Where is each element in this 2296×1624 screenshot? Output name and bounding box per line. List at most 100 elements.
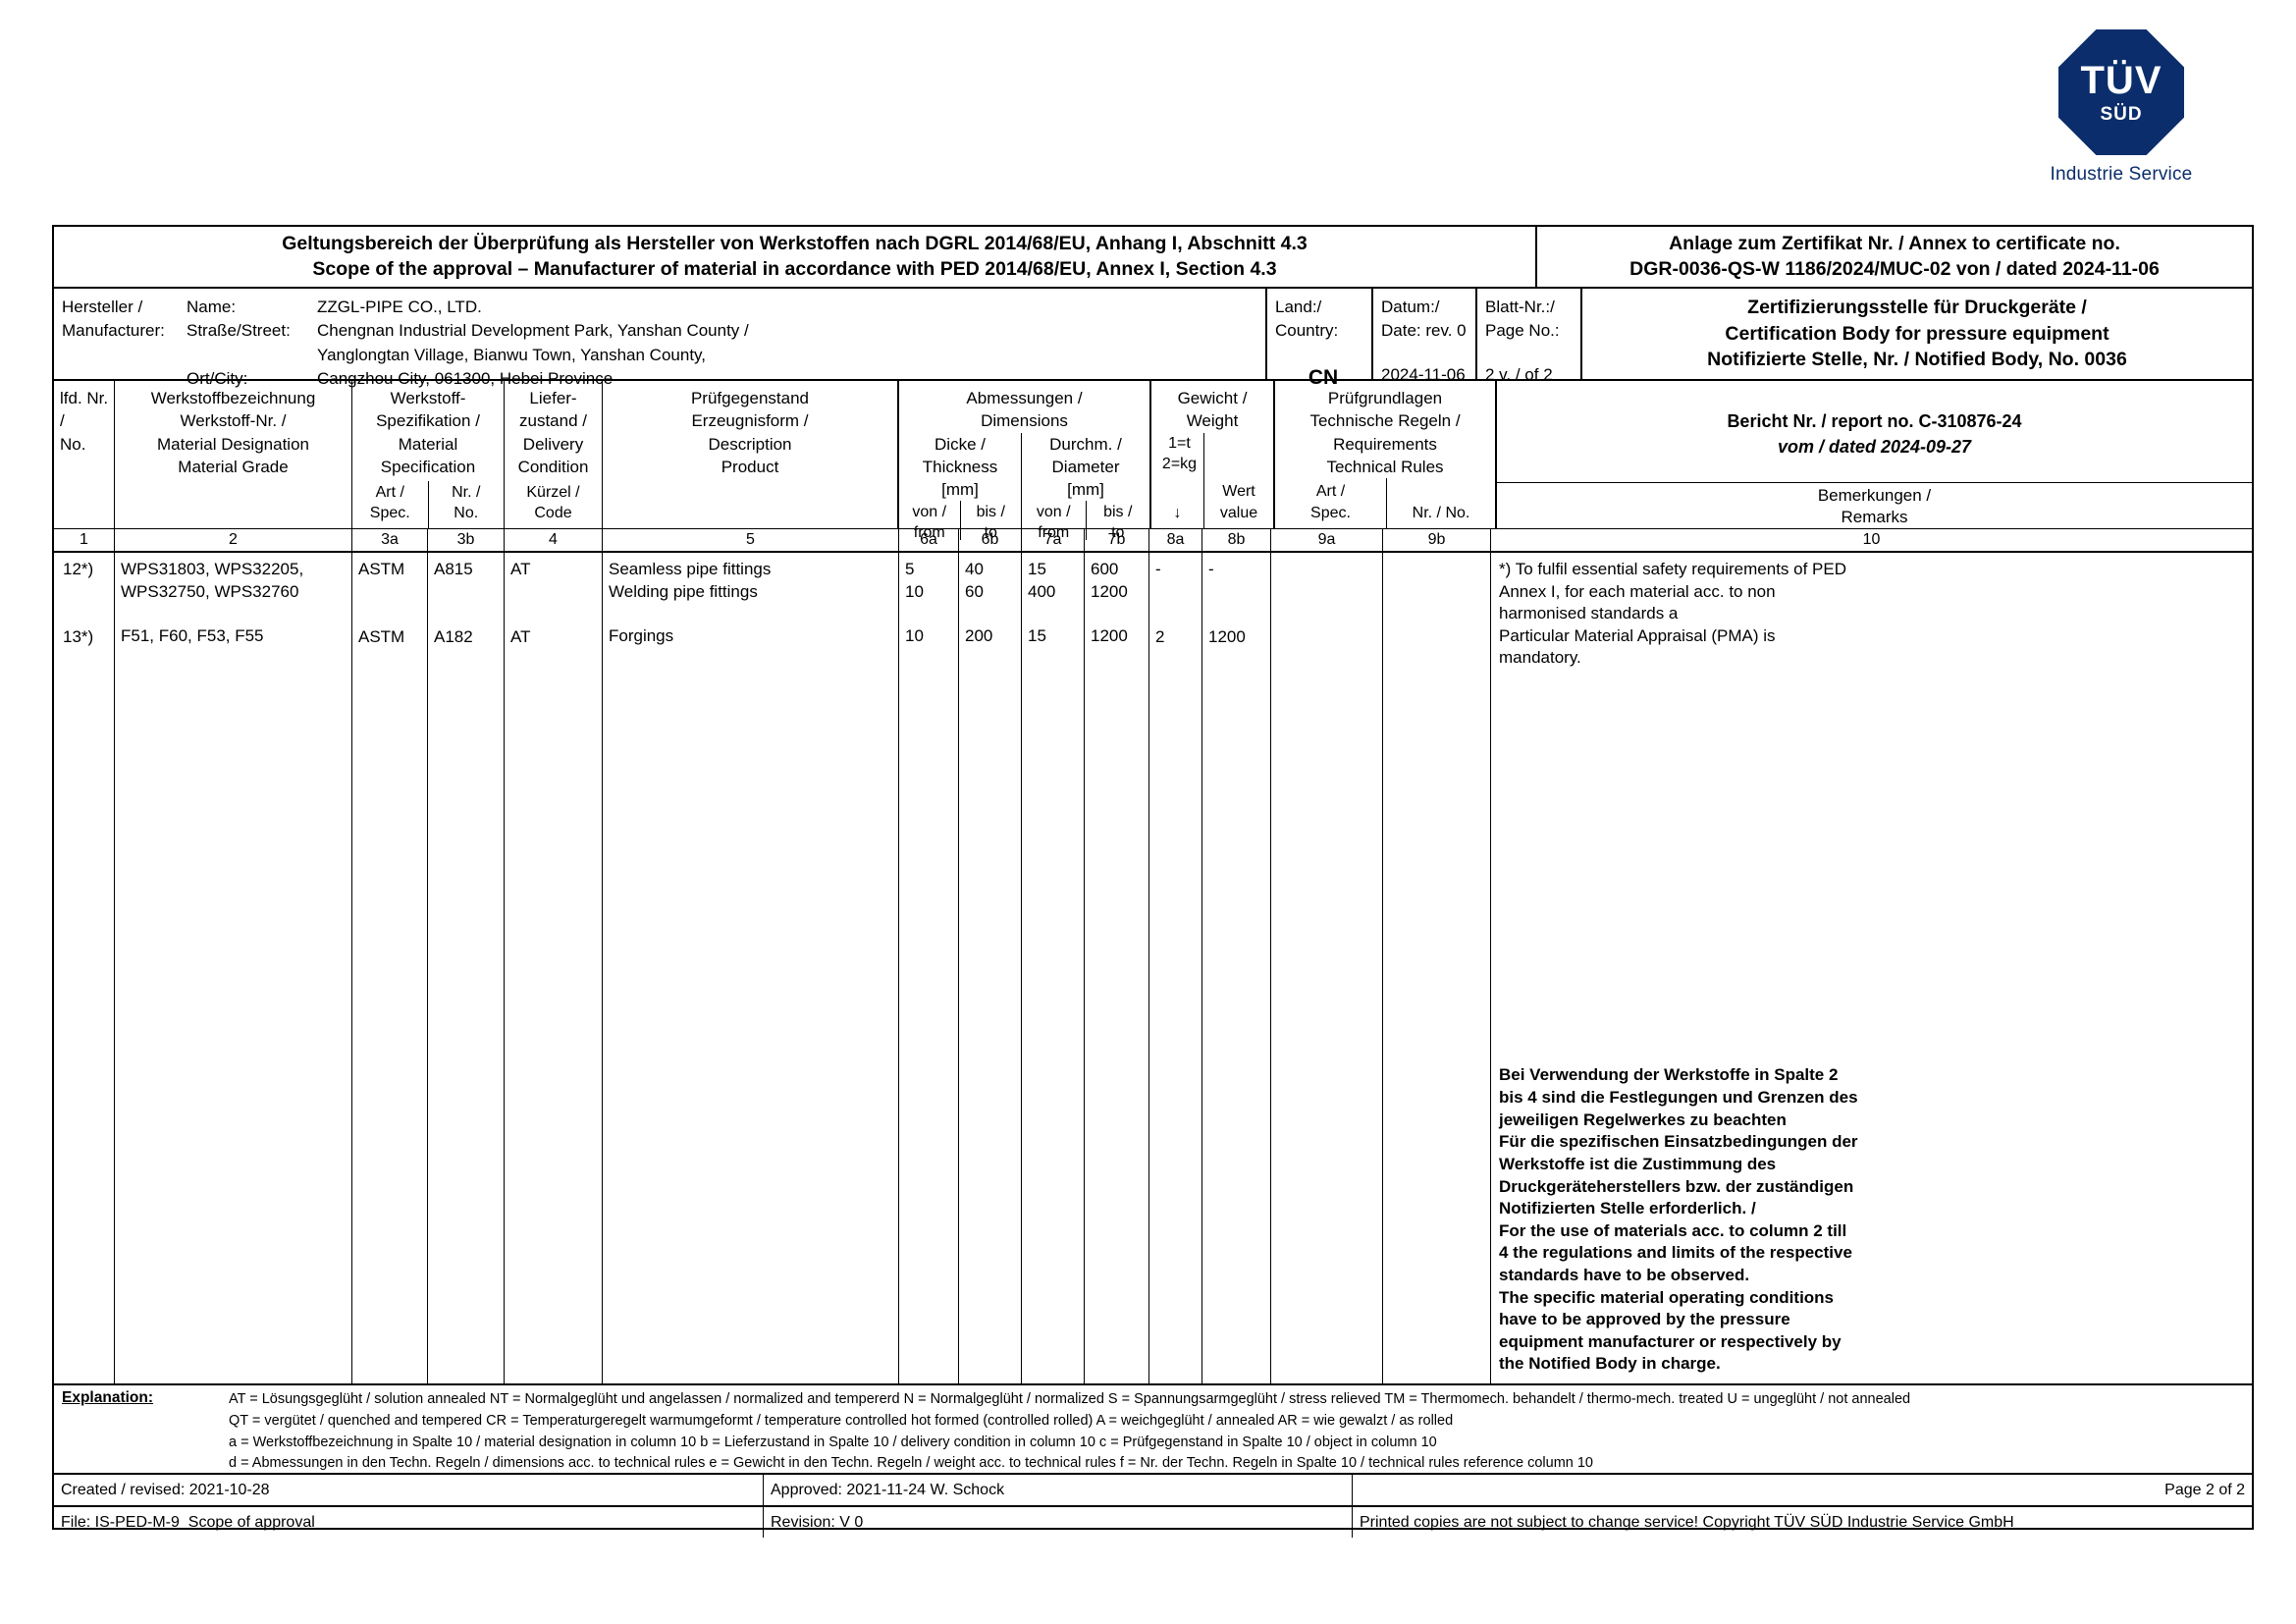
col-header-no: lfd. Nr. / No. — [54, 381, 115, 528]
manufacturer-street-2: Yanglongtan Village, Bianwu Town, Yansha… — [317, 345, 707, 364]
col6b-line2: to — [984, 524, 997, 542]
col8-line2: Weight — [1186, 411, 1239, 431]
report-no: Bericht Nr. / report no. C-310876-24 — [1727, 411, 2022, 432]
col-header-thickness: Dicke / Thickness [mm] von / from bis / — [899, 432, 1022, 541]
country-field: Land:/ Country: CN — [1267, 289, 1373, 389]
table-row: ASTM — [358, 560, 405, 578]
manufacturer-band: Hersteller / Name: ZZGL-PIPE CO., LTD. M… — [54, 289, 2252, 389]
col-product-cells: Seamless pipe fittings Welding pipe fitt… — [603, 553, 899, 1383]
col-thickness-to-cells: 40 60 200 — [959, 553, 1022, 1383]
col3a-line2: Spec. — [369, 504, 410, 521]
col4-line3: Delivery — [522, 434, 584, 454]
col6-line1: Dicke / — [934, 434, 986, 454]
col-header-rules-art: Art / Spec. — [1275, 478, 1387, 528]
colnum-3b: 3b — [428, 529, 505, 551]
col6a-line2: from — [913, 524, 945, 542]
col-header-material-designation: Werkstoffbezeichnung Werkstoff-Nr. / Mat… — [115, 381, 352, 528]
col4-sub1: Kürzel / — [526, 484, 580, 501]
table-row: 5 10 — [905, 560, 924, 601]
col3a-line1: Art / — [375, 484, 404, 501]
remarks-label: Bemerkungen / Remarks — [1497, 483, 2252, 528]
street-label: Straße/Street: — [187, 321, 291, 341]
col4-line1: Liefer- — [529, 389, 577, 407]
scope-title-en: Scope of the approval – Manufacturer of … — [312, 257, 1277, 280]
col6a-line1: von / — [912, 504, 947, 521]
col-header-spec-art: Art / Spec. — [352, 481, 429, 528]
date-field: Datum:/ Date: rev. 0 2024-11-06 — [1373, 289, 1477, 384]
logo-brand-top: TÜV — [2080, 59, 2163, 102]
page-value: 2 v. / of 2 — [1485, 364, 1553, 384]
col-spec-nr-cells: A815 A182 — [428, 553, 505, 1383]
table-row: - — [1208, 560, 1214, 578]
col-rules-art-cells — [1271, 553, 1383, 1383]
col-header-thickness-from: von / from — [899, 501, 961, 541]
footer-copyright: Printed copies are not subject to change… — [1360, 1513, 2014, 1531]
remarks-label-en: Remarks — [1841, 508, 1908, 526]
country-label-en: Country: — [1275, 321, 1339, 341]
col-header-rules-nr: Nr. / No. — [1387, 478, 1495, 528]
manufacturer-block: Hersteller / Name: ZZGL-PIPE CO., LTD. M… — [54, 289, 1267, 388]
footer-file: File: IS-PED-M-9_Scope of approval — [54, 1507, 764, 1538]
colnum-7a: 7a — [1022, 529, 1085, 551]
col7b-line2: to — [1111, 524, 1125, 542]
page-no-field: Blatt-Nr.:/ Page No.: 2 v. / of 2 — [1477, 289, 1582, 384]
annex-title: Anlage zum Zertifikat Nr. / Annex to cer… — [1537, 227, 2252, 287]
col8-unit2: 2=kg — [1161, 456, 1198, 473]
table-row: 15 400 — [1028, 560, 1056, 601]
table-row: 200 — [965, 626, 993, 646]
footer-revision: Revision: V 0 — [764, 1507, 1353, 1538]
col7a-line2: from — [1038, 524, 1070, 542]
col5-line2: Erzeugnisform / — [691, 411, 809, 431]
col-rules-nr-cells — [1383, 553, 1491, 1383]
col9a-line2: Spec. — [1310, 505, 1351, 522]
col5-line3: Description — [708, 434, 792, 454]
explanation-line-1: AT = Lösungsgeglüht / solution annealed … — [229, 1391, 1911, 1407]
col9a-line1: Art / — [1315, 483, 1346, 501]
table-row: 1200 — [1091, 626, 1128, 646]
remarks-notice: Bei Verwendung der Werkstoffe in Spalte … — [1499, 1065, 1858, 1374]
col-header-dimensions: Abmessungen / Dimensions Dicke / Thickne… — [899, 381, 1151, 541]
col-header-spec-nr: Nr. / No. — [429, 481, 505, 528]
col6-line3: [mm] — [941, 480, 979, 500]
col-header-weight: Gewicht / Weight 1=t 2=kg ↓ Wert value — [1151, 381, 1275, 528]
col-header-thickness-to: bis / to — [961, 501, 1022, 541]
colnum-4: 4 — [505, 529, 603, 551]
col-spec-art-cells: ASTM ASTM — [352, 553, 428, 1383]
col8a-arrow: ↓ — [1173, 505, 1182, 522]
col-material-cells: WPS31803, WPS32205, WPS32750, WPS32760 F… — [115, 553, 352, 1383]
title-band: Geltungsbereich der Überprüfung als Hers… — [54, 227, 2252, 289]
tuv-sud-logo: TÜV SÜD Industrie Service — [1974, 29, 2269, 186]
manufacturer-label-en: Manufacturer: — [62, 321, 165, 341]
col7a-line1: von / — [1036, 504, 1071, 521]
table-row: Forgings — [609, 626, 674, 646]
explanation-label: Explanation: — [62, 1389, 154, 1406]
date-value: 2024-11-06 — [1381, 364, 1466, 384]
scope-title-de: Geltungsbereich der Überprüfung als Hers… — [282, 232, 1308, 254]
cert-body-line1: Zertifizierungsstelle für Druckgeräte / — [1747, 297, 2087, 319]
colnum-8b: 8b — [1202, 529, 1271, 551]
table-row: AT — [510, 560, 531, 578]
col-diameter-to-cells: 600 1200 1200 — [1085, 553, 1149, 1383]
column-number-row: 1 2 3a 3b 4 5 6a 6b 7a 7b 8a 8b 9a 9b 10 — [54, 529, 2252, 553]
col-header-remarks: Bericht Nr. / report no. C-310876-24 vom… — [1497, 381, 2252, 528]
remarks-label-de: Bemerkungen / — [1817, 485, 1932, 505]
remarks-footnote: *) To fulfil essential safety requiremen… — [1499, 560, 1847, 668]
page-label-de: Blatt-Nr.:/ — [1485, 298, 1555, 316]
col34-line2: Spezifikation / — [376, 411, 480, 431]
col-header-material-specification: Werkstoff- Spezifikation / Material Spec… — [352, 381, 505, 528]
col-weight-value-cells: - 1200 — [1202, 553, 1271, 1383]
col67-line1: Abmessungen / — [966, 389, 1083, 407]
col-header-delivery-condition: Liefer- zustand / Delivery Condition Kür… — [505, 381, 603, 528]
colnum-3a: 3a — [352, 529, 428, 551]
col-delivery-cells: AT AT — [505, 553, 603, 1383]
tuv-octagon-icon: TÜV SÜD — [2058, 29, 2184, 155]
col9-line4: Technical Rules — [1326, 457, 1444, 476]
col8-line1: Gewicht / — [1177, 389, 1248, 407]
table-row: 2 — [1155, 626, 1165, 646]
logo-subtitle: Industrie Service — [2050, 164, 2193, 185]
colnum-9b: 9b — [1383, 529, 1491, 551]
explanation-lines: AT = Lösungsgeglüht / solution annealed … — [229, 1389, 2252, 1473]
col3b-line2: No. — [454, 504, 479, 521]
city-label: Ort/City: — [187, 369, 248, 389]
col6b-line1: bis / — [976, 504, 1005, 521]
